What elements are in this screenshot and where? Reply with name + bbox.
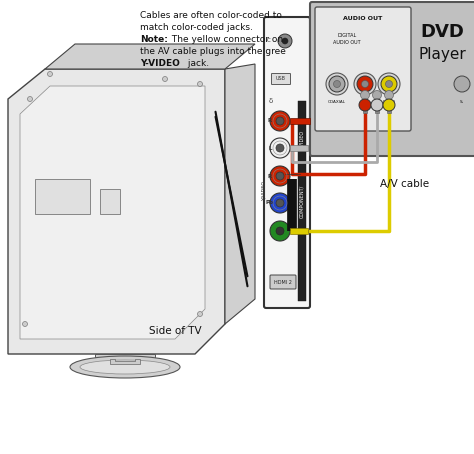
Circle shape bbox=[373, 90, 382, 99]
Text: VIDEO
OUT: VIDEO OUT bbox=[383, 100, 395, 109]
Text: COAXIAL: COAXIAL bbox=[328, 100, 346, 104]
Circle shape bbox=[361, 90, 370, 99]
Polygon shape bbox=[45, 44, 255, 69]
FancyBboxPatch shape bbox=[264, 17, 310, 308]
Circle shape bbox=[270, 166, 290, 186]
Text: Y-VIDEO: Y-VIDEO bbox=[140, 59, 180, 68]
Circle shape bbox=[362, 80, 368, 88]
Text: jack.: jack. bbox=[185, 59, 209, 68]
Text: S-: S- bbox=[460, 100, 464, 104]
Circle shape bbox=[276, 117, 284, 125]
Text: Y/VIDEO: Y/VIDEO bbox=[262, 181, 266, 201]
Text: COMPONENT/: COMPONENT/ bbox=[300, 184, 304, 217]
Ellipse shape bbox=[70, 356, 180, 378]
Polygon shape bbox=[95, 354, 155, 359]
Circle shape bbox=[270, 193, 290, 213]
Circle shape bbox=[384, 90, 393, 99]
Text: R: R bbox=[268, 173, 272, 178]
Circle shape bbox=[278, 34, 292, 48]
Text: the AV cable plugs into the gree: the AV cable plugs into the gree bbox=[140, 47, 286, 56]
Circle shape bbox=[198, 311, 202, 316]
Circle shape bbox=[326, 73, 348, 95]
Polygon shape bbox=[110, 359, 140, 364]
Circle shape bbox=[276, 199, 284, 207]
Circle shape bbox=[371, 99, 383, 111]
Circle shape bbox=[270, 221, 290, 241]
Circle shape bbox=[354, 73, 376, 95]
Circle shape bbox=[47, 71, 53, 77]
Bar bbox=[298, 101, 306, 301]
Bar bbox=[290, 145, 308, 151]
Text: HDMI 2: HDMI 2 bbox=[274, 280, 292, 285]
Text: R: R bbox=[364, 100, 366, 104]
Bar bbox=[290, 228, 308, 234]
Circle shape bbox=[329, 76, 345, 92]
Text: Y/VIDEO: Y/VIDEO bbox=[300, 131, 304, 151]
Text: DVD: DVD bbox=[420, 23, 464, 41]
Text: Pb: Pb bbox=[266, 201, 274, 206]
Circle shape bbox=[27, 97, 33, 102]
FancyBboxPatch shape bbox=[310, 2, 474, 156]
FancyBboxPatch shape bbox=[270, 275, 296, 289]
Circle shape bbox=[385, 80, 392, 88]
Text: USB: USB bbox=[276, 77, 286, 82]
Circle shape bbox=[334, 80, 340, 88]
Text: δ: δ bbox=[269, 98, 273, 104]
Text: R: R bbox=[268, 118, 272, 123]
Circle shape bbox=[270, 111, 290, 131]
FancyBboxPatch shape bbox=[272, 74, 291, 84]
Text: Side of TV: Side of TV bbox=[149, 326, 201, 336]
FancyBboxPatch shape bbox=[315, 7, 411, 131]
Circle shape bbox=[163, 77, 167, 82]
Text: L: L bbox=[268, 145, 272, 150]
Circle shape bbox=[270, 138, 290, 158]
Polygon shape bbox=[35, 179, 90, 214]
Polygon shape bbox=[8, 69, 225, 354]
Circle shape bbox=[359, 99, 371, 111]
Text: Note:: Note: bbox=[140, 35, 168, 44]
Text: DIGITAL
AUDIO OUT: DIGITAL AUDIO OUT bbox=[333, 34, 361, 44]
Text: Player: Player bbox=[418, 46, 466, 61]
Text: AUDIO OUT: AUDIO OUT bbox=[343, 16, 383, 21]
Circle shape bbox=[276, 227, 284, 235]
Circle shape bbox=[381, 76, 397, 92]
Circle shape bbox=[454, 76, 470, 92]
Bar bbox=[387, 95, 391, 113]
Bar bbox=[375, 95, 379, 113]
Polygon shape bbox=[225, 64, 255, 324]
Bar bbox=[363, 95, 367, 113]
Text: A/V cable: A/V cable bbox=[380, 179, 429, 189]
Bar bbox=[290, 118, 310, 124]
Circle shape bbox=[22, 321, 27, 326]
Text: The yellow connector on: The yellow connector on bbox=[169, 35, 283, 44]
Circle shape bbox=[357, 76, 373, 92]
Circle shape bbox=[198, 82, 202, 87]
Circle shape bbox=[378, 73, 400, 95]
Polygon shape bbox=[100, 189, 120, 214]
Text: Cables are often color-coded to: Cables are often color-coded to bbox=[140, 11, 282, 20]
Text: match color-coded jacks.: match color-coded jacks. bbox=[140, 23, 253, 32]
Circle shape bbox=[276, 144, 284, 152]
Text: C: C bbox=[267, 39, 271, 44]
Circle shape bbox=[276, 172, 284, 180]
Circle shape bbox=[383, 99, 395, 111]
Ellipse shape bbox=[80, 360, 170, 374]
Polygon shape bbox=[20, 86, 205, 339]
Circle shape bbox=[282, 38, 288, 44]
